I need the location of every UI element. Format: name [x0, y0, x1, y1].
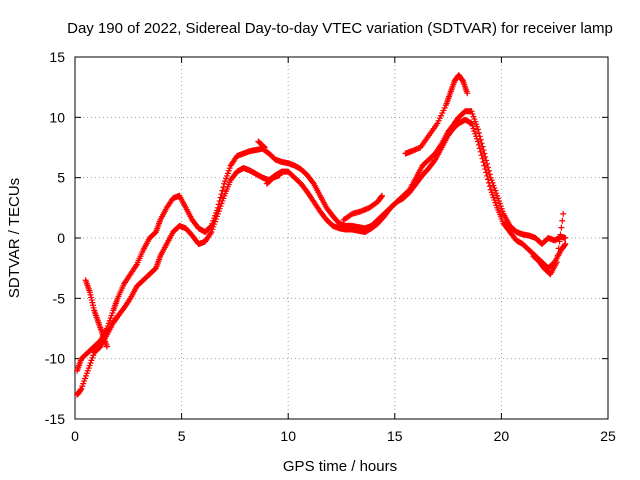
- data-point: [207, 230, 214, 237]
- data-point: [486, 183, 493, 190]
- x-tick-label: 0: [71, 428, 79, 444]
- series-2: [82, 72, 567, 350]
- x-tick-label: 15: [387, 428, 403, 444]
- data-point: [477, 148, 484, 155]
- y-tick-label: 0: [57, 230, 65, 246]
- data-point: [474, 138, 481, 145]
- data-point: [561, 241, 568, 248]
- data-point: [481, 162, 488, 169]
- data-point: [77, 386, 84, 393]
- data-point: [475, 141, 482, 148]
- data-point: [560, 210, 567, 217]
- data-point: [485, 179, 492, 186]
- data-layer: [74, 72, 569, 398]
- y-tick-label: 10: [49, 109, 65, 125]
- y-tick-label: -10: [45, 351, 65, 367]
- data-point: [554, 252, 561, 259]
- series-1: [74, 116, 569, 398]
- y-tick-label: -15: [45, 411, 65, 427]
- x-tick-label: 5: [178, 428, 186, 444]
- data-point: [126, 296, 133, 303]
- data-point: [260, 143, 267, 150]
- data-point: [562, 241, 569, 248]
- data-point: [482, 166, 489, 173]
- chart-title: Day 190 of 2022, Sidereal Day-to-day VTE…: [67, 20, 613, 37]
- data-point: [475, 129, 482, 136]
- data-point: [556, 238, 563, 245]
- y-axis-label: SDTVAR / TECUs: [6, 178, 23, 298]
- data-point: [474, 126, 481, 133]
- data-point: [103, 343, 110, 350]
- data-point: [132, 262, 139, 269]
- data-point: [484, 176, 491, 183]
- data-point: [379, 192, 386, 199]
- data-point: [476, 145, 483, 152]
- data-point: [557, 231, 564, 238]
- x-axis-label: GPS time / hours: [283, 458, 397, 475]
- data-point: [558, 224, 565, 231]
- data-point: [219, 187, 226, 194]
- series-0: [74, 108, 569, 374]
- data-point: [261, 144, 268, 151]
- data-point: [553, 259, 560, 266]
- x-tick-label: 25: [600, 428, 616, 444]
- data-point: [480, 159, 487, 166]
- data-point: [478, 152, 485, 159]
- y-tick-label: 15: [49, 49, 65, 65]
- data-point: [479, 155, 486, 162]
- data-point: [276, 172, 283, 179]
- data-point: [555, 245, 562, 252]
- data-point: [217, 194, 224, 201]
- x-tick-label: 20: [494, 428, 510, 444]
- data-point: [378, 193, 385, 200]
- y-tick-label: 5: [57, 170, 65, 186]
- y-tick-label: -5: [53, 290, 66, 306]
- x-tick-label: 10: [280, 428, 296, 444]
- data-point: [559, 217, 566, 224]
- data-point: [464, 90, 471, 97]
- data-point: [483, 169, 490, 176]
- data-point: [562, 235, 569, 241]
- tick-layer: 0 5 10 15 20 25 -15 -10 -5 0 5 10 15: [45, 49, 616, 444]
- data-point: [484, 172, 491, 179]
- grid-layer: [75, 57, 608, 419]
